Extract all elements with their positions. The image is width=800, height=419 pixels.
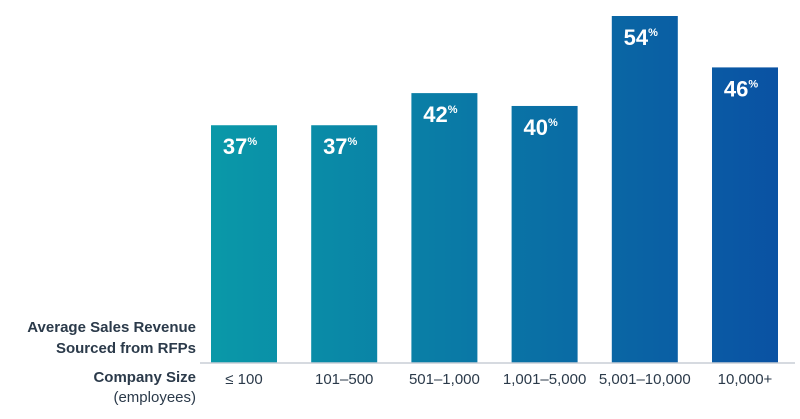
bars-group: 37% 37% 42% 40% 54% 46% <box>211 16 778 364</box>
y-axis-label-line-1: Average Sales Revenue <box>27 319 196 336</box>
x-tick-labels: ≤ 100 101–500 501–1,000 1,001–5,000 5,001–10… <box>225 371 772 388</box>
x-tick-label-1: ≤ 100 <box>225 371 262 388</box>
bar-value-label-2: 37% <box>323 134 357 159</box>
x-tick-label-6: 10,000+ <box>718 371 773 388</box>
bar-value-label-4: 40% <box>523 115 557 140</box>
bar-value-label-5: 54% <box>624 25 658 50</box>
x-tick-label-2: 101–500 <box>315 371 373 388</box>
x-tick-label-4: 1,001–5,000 <box>503 371 586 388</box>
bar-4 <box>511 105 578 364</box>
bar-value-label-3: 42% <box>423 102 457 127</box>
bar-value-label-1: 37% <box>223 134 257 159</box>
y-axis-label-line-2: Sourced from RFPs <box>55 340 196 357</box>
bar-3 <box>411 93 478 363</box>
x-tick-label-3: 501–1,000 <box>409 371 480 388</box>
bar-1 <box>211 125 277 363</box>
bar-value-label-6: 46% <box>724 76 758 101</box>
x-tick-label-5: 5,001–10,000 <box>599 371 691 388</box>
x-axis-subtitle: (employees) <box>113 389 196 406</box>
bar-2 <box>311 125 378 363</box>
bar-6 <box>712 67 778 363</box>
x-axis-title: Company Size <box>93 369 196 386</box>
bar-5 <box>611 16 678 363</box>
